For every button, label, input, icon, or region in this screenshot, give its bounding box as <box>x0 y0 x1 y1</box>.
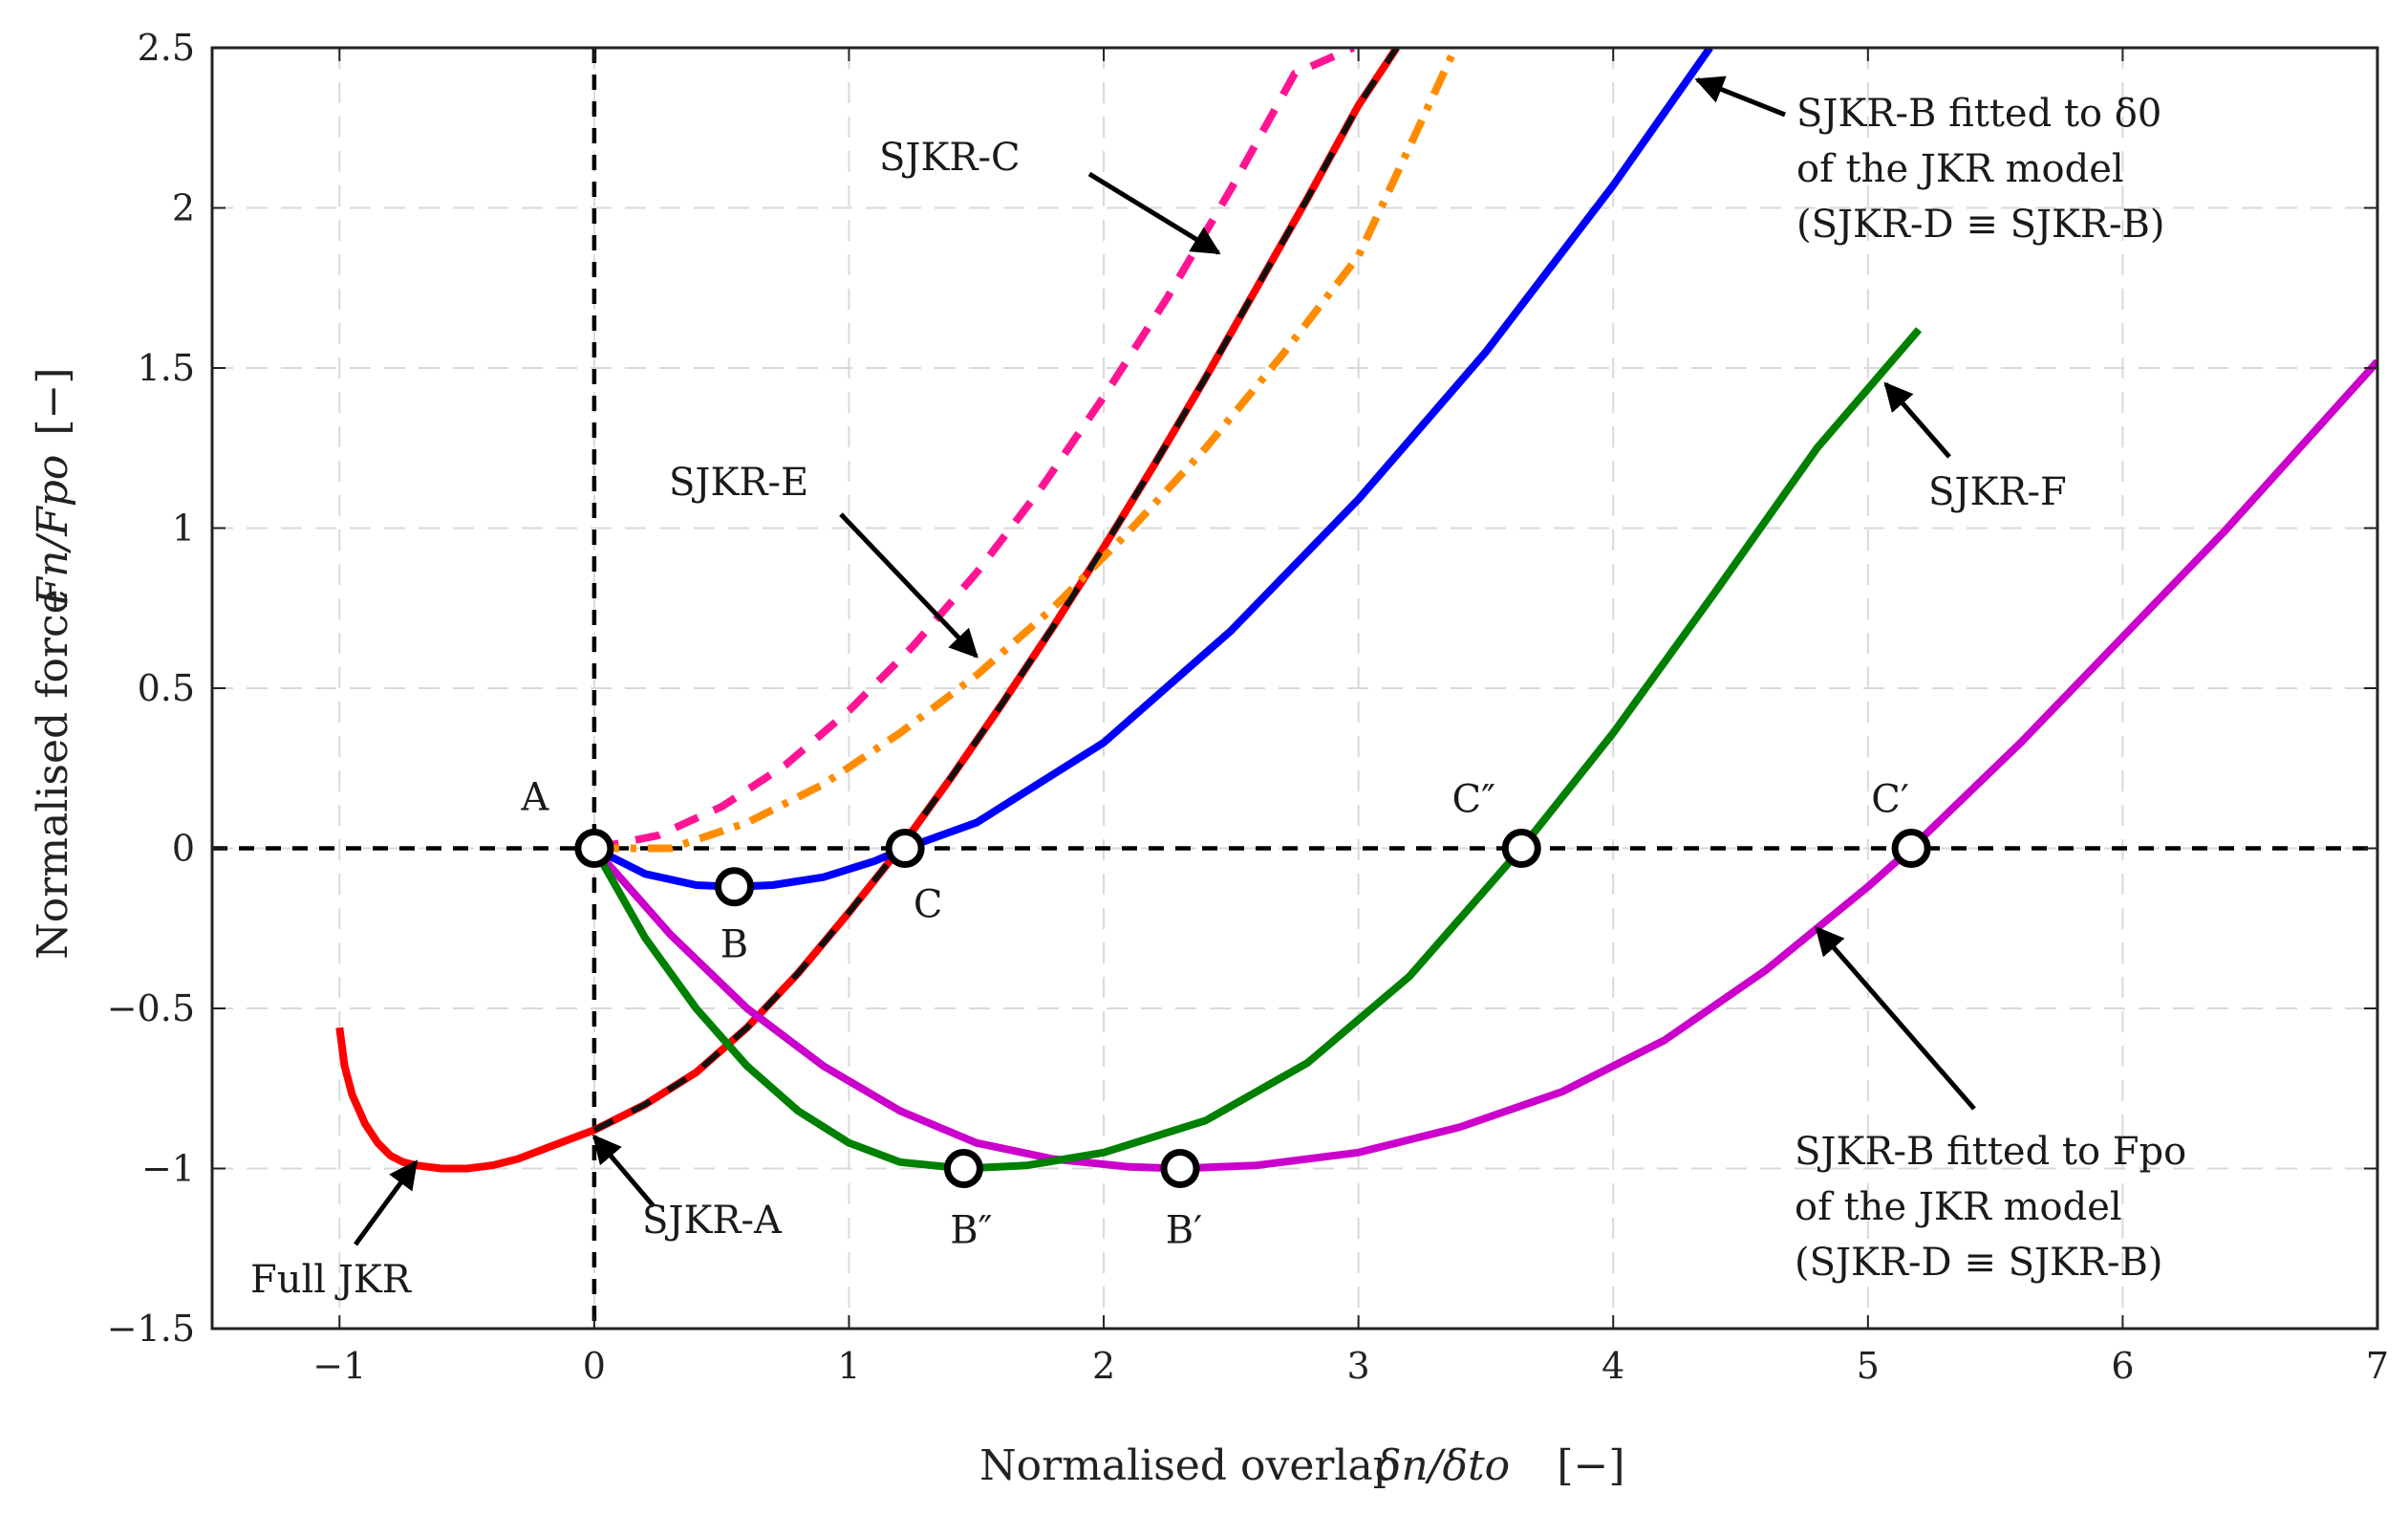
annotation-label: SJKR-B fitted to δ0 <box>1796 92 2161 136</box>
annotation-arrow <box>1883 381 1951 459</box>
point-marker-B″ <box>943 1149 983 1188</box>
y-tick-label: −1.5 <box>107 1308 195 1350</box>
x-tick-label: 3 <box>1347 1345 1370 1387</box>
annotation-label: (SJKR-D ≡ SJKR-B) <box>1796 203 2165 247</box>
annotation-label: of the JKR model <box>1795 1185 2122 1229</box>
annotation-label: of the JKR model <box>1796 147 2124 191</box>
annotation-label: SJKR-E <box>669 461 808 505</box>
y-tick-label: −1 <box>141 1148 195 1190</box>
y-axis-title: Normalised force <box>29 589 77 959</box>
reference-lines <box>212 48 2377 1329</box>
annotation-arrow <box>1694 76 1786 118</box>
annotation-arrow <box>1815 925 1976 1111</box>
x-tick-label: 5 <box>1857 1345 1880 1387</box>
y-tick-label: 2.5 <box>138 27 195 69</box>
annotation-label: SJKR-F <box>1928 470 2067 514</box>
annotation-arrow <box>1087 171 1221 255</box>
annotation-arrow <box>353 1159 419 1246</box>
annotation-arrows <box>353 76 1976 1246</box>
x-axis-math: δn/δto <box>1376 1441 1510 1490</box>
annotation-label: Full JKR <box>250 1258 413 1302</box>
labels: SJKR-C SJKR-E SJKR-B fitted to δ0 of the JK… <box>29 92 2186 1490</box>
point-marker-A <box>574 829 614 868</box>
series-line-sjkr-a <box>592 48 1400 1133</box>
point-marker-B′ <box>1160 1149 1200 1188</box>
point-label: A <box>520 776 549 820</box>
y-axis-unit: [−] <box>29 367 77 435</box>
annotation-arrow <box>591 1134 656 1208</box>
y-tick-label: 2 <box>172 187 195 229</box>
point-marker-C′ <box>1891 829 1931 868</box>
y-tick-label: 0.5 <box>138 667 195 709</box>
x-tick-label: 0 <box>583 1345 606 1387</box>
y-tick-label: 1.5 <box>138 347 195 389</box>
point-label: B′ <box>1166 1209 1202 1253</box>
x-tick-label: 7 <box>2366 1345 2389 1387</box>
annotation-label: SJKR-C <box>879 136 1021 180</box>
ticks: −1 0 1 2 3 4 5 6 7 −1.5 −1 −0.5 0 0.5 1 1.5 2 2.5 <box>107 27 2389 1387</box>
point-marker-C″ <box>1501 829 1541 868</box>
x-tick-label: 6 <box>2111 1345 2134 1387</box>
point-label: B″ <box>950 1209 992 1253</box>
annotation-label: SJKR-A <box>642 1199 783 1243</box>
point-label: C″ <box>1451 778 1495 822</box>
point-label: C <box>914 883 943 927</box>
x-tick-label: 4 <box>1602 1345 1624 1387</box>
annotation-label: (SJKR-D ≡ SJKR-B) <box>1795 1241 2163 1285</box>
series-line-sjkr-f <box>591 327 1923 1173</box>
annotation-label: SJKR-B fitted to Fpo <box>1795 1130 2186 1174</box>
x-tick-label: 2 <box>1092 1345 1115 1387</box>
y-tick-label: −0.5 <box>107 987 195 1029</box>
y-tick-label: 1 <box>172 508 195 550</box>
series-line-full-jkr <box>335 48 1400 1173</box>
marker-points: A B C B″ B′ C″ C′ <box>520 776 1931 1253</box>
x-tick-label: −1 <box>312 1345 366 1387</box>
point-marker-B <box>715 867 755 907</box>
x-axis-title: Normalised overlap <box>979 1441 1400 1490</box>
series-line-sjkr-b-fitted-to-fpo <box>591 358 2377 1173</box>
point-marker-C <box>885 829 925 868</box>
point-label: C′ <box>1871 778 1909 822</box>
series-line-sjkr-c <box>593 48 1355 853</box>
y-axis-math: Fn/Fpo <box>29 455 77 608</box>
x-axis-unit: [−] <box>1557 1441 1624 1490</box>
y-tick-label: 0 <box>172 828 195 870</box>
x-tick-label: 1 <box>837 1345 860 1387</box>
point-label: B <box>720 923 748 967</box>
annotation-arrow <box>839 512 978 659</box>
